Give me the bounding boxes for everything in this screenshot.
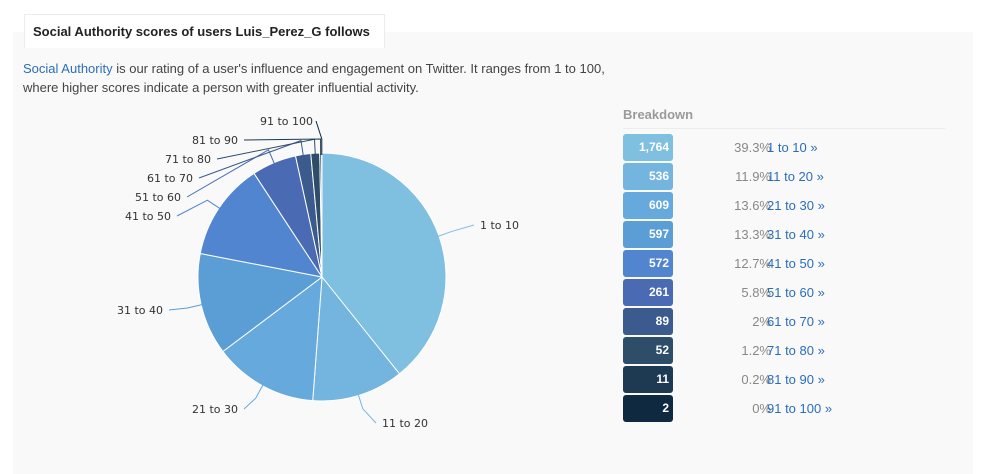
breakdown-row: 597 13.3% 31 to 40 »	[623, 221, 953, 248]
breakdown-percent: 5.8%	[741, 285, 771, 300]
pie-connector-line	[243, 383, 264, 410]
pie-slice-label: 71 to 80	[165, 153, 211, 166]
breakdown-row: 609 13.6% 21 to 30 »	[623, 192, 953, 219]
pie-connector-line	[186, 149, 276, 198]
breakdown-range-link[interactable]: 41 to 50 »	[767, 256, 825, 271]
breakdown-percent: 1.2%	[741, 343, 771, 358]
breakdown-percent: 39.3%	[734, 140, 771, 155]
breakdown-percent: 11.9%	[735, 169, 771, 184]
breakdown-count-badge: 52	[623, 337, 673, 364]
breakdown-divider	[623, 128, 945, 129]
pie-connector-line	[243, 138, 322, 156]
breakdown-count-badge: 572	[623, 250, 673, 277]
breakdown-percent: 2%	[752, 314, 771, 329]
breakdown-range-link[interactable]: 31 to 40 »	[767, 227, 825, 242]
breakdown-row: 2 0% 91 to 100 »	[623, 395, 953, 422]
pie-connector-line	[315, 120, 323, 155]
breakdown-row: 11 0.2% 81 to 90 »	[623, 366, 953, 393]
breakdown-percent: 13.6%	[734, 198, 771, 213]
breakdown-percent: 0%	[752, 401, 771, 416]
breakdown-row: 536 11.9% 11 to 20 »	[623, 163, 953, 190]
breakdown-count-badge: 2	[623, 395, 673, 422]
breakdown-row: 89 2% 61 to 70 »	[623, 308, 953, 335]
breakdown-count-badge: 1,764	[623, 134, 673, 161]
pie-connector-line	[176, 199, 221, 217]
breakdown-count-badge: 536	[623, 163, 673, 190]
breakdown-title: Breakdown	[623, 107, 694, 122]
breakdown-range-link[interactable]: 51 to 60 »	[767, 285, 825, 300]
pie-connector-line	[198, 139, 304, 179]
description: Social Authority is our rating of a user…	[23, 59, 623, 97]
breakdown-percent: 12.7%	[734, 256, 771, 271]
breakdown-row: 1,764 39.3% 1 to 10 »	[623, 134, 953, 161]
pie-connector-line	[357, 393, 377, 424]
pie-slice-label: 61 to 70	[147, 172, 193, 185]
chart-panel	[13, 32, 973, 474]
breakdown-range-link[interactable]: 91 to 100 »	[767, 401, 833, 416]
pie-slice-label: 91 to 100	[260, 115, 313, 128]
breakdown-percent: 0.2%	[741, 372, 771, 387]
breakdown-count-badge: 11	[623, 366, 673, 393]
breakdown-range-link[interactable]: 61 to 70 »	[767, 314, 825, 329]
breakdown-range-link[interactable]: 71 to 80 »	[767, 343, 825, 358]
breakdown-count-badge: 597	[623, 221, 673, 248]
breakdown-row: 572 12.7% 41 to 50 »	[623, 250, 953, 277]
breakdown-range-link[interactable]: 81 to 90 »	[767, 372, 825, 387]
social-authority-link[interactable]: Social Authority	[23, 61, 113, 76]
breakdown-row: 261 5.8% 51 to 60 »	[623, 279, 953, 306]
description-text: is our rating of a user's influence and …	[23, 61, 605, 95]
breakdown-count-badge: 261	[623, 279, 673, 306]
breakdown-row: 52 1.2% 71 to 80 »	[623, 337, 953, 364]
breakdown-count-badge: 609	[623, 192, 673, 219]
breakdown-count-badge: 89	[623, 308, 673, 335]
pie-slice-label: 21 to 30	[192, 403, 238, 416]
breakdown-range-link[interactable]: 21 to 30 »	[767, 198, 825, 213]
breakdown-range-link[interactable]: 1 to 10 »	[767, 140, 818, 155]
pie-connector-line	[168, 303, 204, 311]
pie-slice-label: 81 to 90	[192, 134, 238, 147]
pie-slice-label: 51 to 60	[135, 191, 181, 204]
page-title: Social Authority scores of users Luis_Pe…	[24, 14, 385, 48]
pie-slice-label: 31 to 40	[117, 304, 163, 317]
breakdown-range-link[interactable]: 11 to 20 »	[767, 169, 824, 184]
pie-connector-line	[436, 224, 475, 238]
pie-slice-label: 1 to 10	[480, 219, 519, 232]
breakdown-percent: 13.3%	[734, 227, 771, 242]
pie-slice-label: 11 to 20	[382, 417, 428, 430]
pie-slice-label: 41 to 50	[125, 210, 171, 223]
